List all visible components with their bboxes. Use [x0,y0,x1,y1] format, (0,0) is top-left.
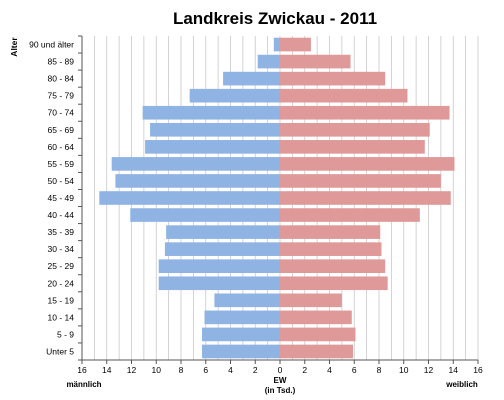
x-axis-label-line1: EW [274,376,287,385]
category-label: 45 - 49 [48,193,75,203]
x-tick-label: 10 [399,365,409,375]
bar-female [280,37,311,52]
bar-female [280,191,451,205]
category-label: 90 und älter [29,40,74,50]
bar-male [214,293,280,308]
bar-female [280,259,386,274]
left-series-label: männlich [66,380,101,389]
bar-male [150,122,280,137]
category-label: 10 - 14 [48,312,75,322]
bar-female [280,157,455,171]
bar-female [280,105,450,120]
category-label: 20 - 24 [48,278,75,288]
bar-male [202,344,280,359]
category-label: Unter 5 [46,346,74,356]
bar-male [273,37,280,52]
category-label: 75 - 79 [48,91,75,101]
bar-male [115,174,280,188]
x-tick-label: 16 [77,365,87,375]
bar-male [204,310,280,325]
x-tick-label: 6 [352,365,357,375]
bar-male [202,327,280,342]
bar-female [280,225,381,239]
bar-male [257,54,280,69]
chart-title: Landkreis Zwickau - 2011 [173,9,377,28]
bar-male [158,276,280,291]
category-labels: 90 und älter 85 - 89 80 - 84 75 - 79 70 - 74… [29,40,74,357]
x-tick-labels: 16 14 12 10 8 6 4 2 0 2 4 6 8 10 12 14 16 [77,360,483,375]
category-label: 30 - 34 [48,244,75,254]
category-label: 55 - 59 [48,159,75,169]
x-tick-label: 12 [424,365,434,375]
bar-female [280,88,408,103]
bar-male [189,88,280,103]
right-series-label: weiblich [445,380,478,389]
category-label: 85 - 89 [48,57,75,67]
x-axis-label-line2: (in Tsd.) [265,386,296,395]
bar-male [142,105,280,120]
x-tick-label: 4 [327,365,332,375]
bar-female [280,174,441,188]
category-label: 80 - 84 [48,74,75,84]
bar-male [99,191,280,205]
x-tick-label: 14 [449,365,459,375]
bars [99,37,455,359]
x-tick-label: 8 [179,365,184,375]
category-label: 60 - 64 [48,142,75,152]
y-axis-label: Alter [9,37,19,57]
bar-female [280,310,352,325]
category-label: 35 - 39 [48,227,75,237]
bar-female [280,276,388,291]
x-tick-label: 10 [152,365,162,375]
category-label: 25 - 29 [48,261,75,271]
category-label: 65 - 69 [48,125,75,135]
x-tick-label: 6 [203,365,208,375]
category-label: 15 - 19 [48,295,75,305]
bar-male [158,259,280,274]
bar-female [280,54,351,69]
bar-male [145,140,280,154]
x-tick-label: 2 [253,365,258,375]
x-tick-label: 14 [102,365,112,375]
category-label: 5 - 9 [57,329,74,339]
x-tick-label: 2 [302,365,307,375]
bar-female [280,122,430,137]
bar-male [166,225,280,239]
bar-female [280,344,354,359]
x-tick-label: 0 [278,365,283,375]
bar-male [130,208,280,222]
category-label: 70 - 74 [48,108,75,118]
x-tick-label: 8 [377,365,382,375]
bar-female [280,208,420,222]
x-tick-label: 12 [127,365,137,375]
bar-male [164,242,280,256]
bar-female [280,140,425,154]
category-label: 50 - 54 [48,176,75,186]
x-tick-label: 4 [228,365,233,375]
category-label: 40 - 44 [48,210,75,220]
x-tick-label: 16 [473,365,483,375]
bar-female [280,242,382,256]
bar-male [223,71,280,86]
bar-female [280,71,386,86]
bar-female [280,327,356,342]
bar-male [111,157,280,171]
bar-female [280,293,342,308]
